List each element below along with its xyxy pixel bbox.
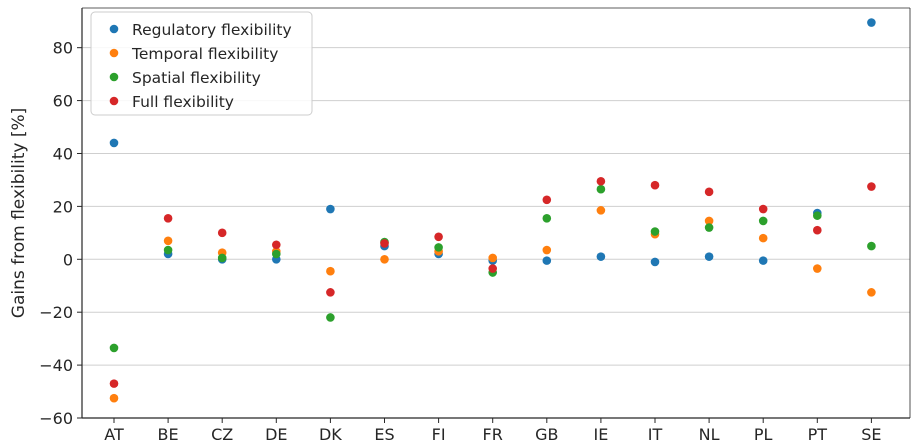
data-point [758, 256, 768, 265]
data-point [109, 379, 119, 388]
data-point [867, 241, 876, 251]
legend-entry: Spatial flexibility [132, 69, 261, 87]
x-tick-label: PT [808, 425, 828, 443]
x-tick-label: PL [754, 425, 773, 443]
data-point [434, 232, 443, 242]
data-point [867, 18, 876, 27]
data-point [326, 288, 335, 297]
legend-marker [109, 72, 119, 82]
data-point [488, 264, 498, 273]
data-point [596, 206, 606, 215]
legend-marker [109, 24, 119, 34]
x-axis-ticks: AT BE CZ DE DK ES FI FR GB IE IT NL PL PT SE [104, 418, 882, 443]
data-point [109, 393, 119, 403]
data-point [596, 252, 606, 261]
x-tick-label: DK [319, 425, 342, 443]
data-point [758, 204, 768, 214]
x-tick-label: BE [158, 425, 179, 443]
plot-frame [81, 7, 911, 419]
x-tick-label: ES [374, 425, 394, 443]
x-tick-label: NL [699, 425, 720, 443]
data-point [596, 176, 606, 186]
data-point [488, 253, 498, 263]
data-points [109, 18, 876, 403]
data-point [704, 252, 714, 261]
data-point [596, 184, 606, 194]
data-point [163, 245, 173, 255]
x-tick-label: FR [483, 425, 503, 443]
data-point [758, 216, 768, 226]
data-point [704, 187, 714, 197]
data-point [704, 223, 714, 232]
legend-entry: Regulatory flexibility [132, 21, 292, 39]
y-tick-label: 80 [53, 39, 73, 58]
data-point [380, 239, 389, 248]
y-tick-label: −20 [39, 303, 73, 322]
data-point [813, 264, 822, 273]
data-point [380, 254, 389, 264]
data-point [326, 313, 335, 322]
data-point [163, 236, 173, 246]
data-point [163, 213, 173, 223]
legend-box [90, 11, 313, 116]
data-point [326, 266, 335, 276]
legend-entry: Full flexibility [132, 93, 234, 111]
y-axis-ticks: −60 −40 −20 0 20 40 60 80 [39, 39, 82, 428]
data-point [272, 240, 281, 250]
y-tick-label: 20 [53, 197, 73, 216]
x-tick-label: AT [104, 425, 124, 443]
data-point [542, 245, 552, 255]
legend-marker [109, 96, 119, 106]
y-tick-label: 60 [53, 92, 73, 111]
legend: Regulatory flexibility Temporal flexibili… [90, 11, 313, 116]
data-point [434, 243, 443, 252]
x-tick-label: CZ [211, 425, 233, 443]
data-point [867, 182, 876, 191]
data-point [542, 213, 552, 223]
data-point [109, 343, 119, 353]
data-point [326, 204, 335, 214]
data-point [217, 253, 227, 263]
data-point [758, 233, 768, 243]
data-point [813, 225, 822, 235]
data-point [272, 249, 281, 259]
y-axis-label: Gains from flexibility [%] [9, 108, 29, 318]
legend-marker [109, 48, 119, 58]
y-tick-label: 40 [53, 144, 73, 163]
x-tick-label: IT [648, 425, 663, 443]
x-tick-label: DE [265, 425, 287, 443]
x-tick-label: SE [861, 425, 881, 443]
data-point [217, 228, 227, 238]
y-tick-label: −40 [39, 356, 73, 375]
x-tick-label: GB [535, 425, 558, 443]
data-point [867, 288, 876, 297]
data-point [650, 257, 660, 267]
x-tick-label: IE [593, 425, 608, 443]
data-point [542, 195, 552, 205]
data-point [704, 216, 714, 226]
data-point [650, 227, 660, 236]
legend-entry: Temporal flexibility [131, 45, 278, 63]
data-point [109, 138, 119, 148]
y-tick-label: 0 [63, 250, 73, 269]
data-point [813, 211, 822, 220]
data-point [650, 180, 660, 190]
data-point [542, 256, 552, 265]
x-tick-label: FI [432, 425, 446, 443]
y-tick-label: −60 [39, 409, 73, 428]
